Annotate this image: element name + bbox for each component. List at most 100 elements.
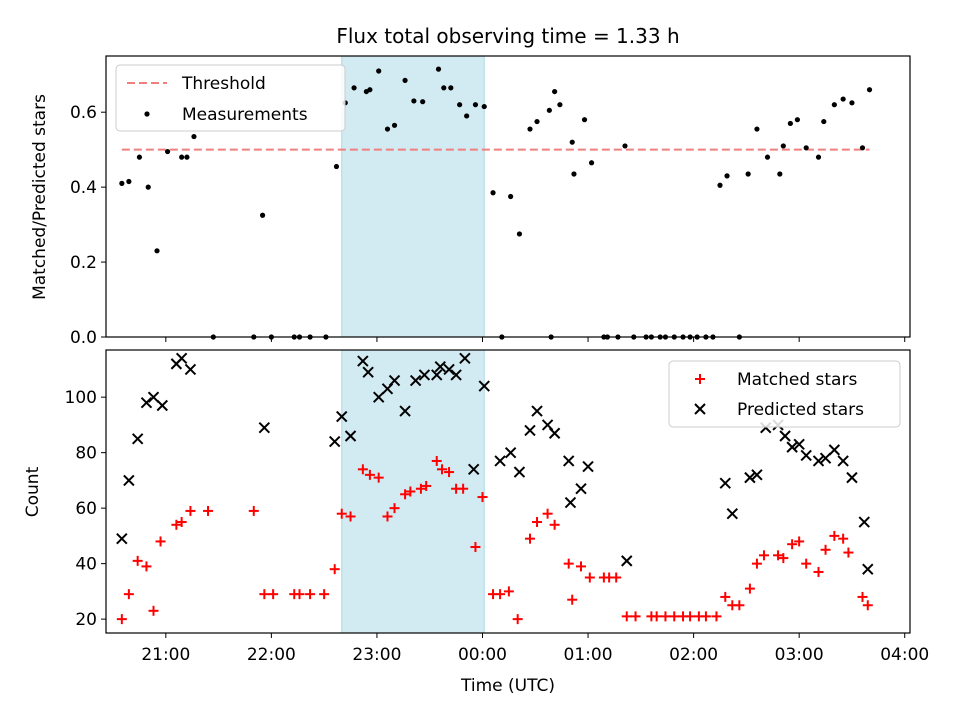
cross-stroke (258, 421, 271, 434)
measurement-point (179, 154, 185, 160)
matched-point (773, 550, 784, 561)
matched-point (305, 589, 316, 600)
x-tick-label: 22:00 (247, 645, 296, 665)
matched-point (364, 469, 375, 480)
measurement-point (191, 133, 197, 140)
x-tick-label: 03:00 (775, 645, 824, 665)
x-tick-label: 02:00 (669, 645, 718, 665)
cross-stroke (131, 433, 144, 445)
predicted-point (409, 374, 422, 387)
cross-stroke (800, 449, 812, 462)
predicted-point (431, 369, 443, 381)
cross-stroke (862, 563, 874, 575)
matched-point (477, 492, 488, 503)
matched-point (329, 564, 340, 575)
measurement-point (481, 103, 487, 110)
cross-stroke (837, 455, 849, 467)
measurement-point (569, 139, 575, 145)
predicted-point (175, 352, 188, 365)
predicted-point (800, 449, 812, 462)
legend-cross-marker (694, 403, 706, 415)
cross-stroke (156, 399, 169, 412)
matched-point (532, 517, 543, 528)
measurement-point (154, 248, 160, 254)
measurement-point (581, 117, 588, 123)
measurement-point (516, 231, 523, 237)
predicted-point (459, 352, 471, 365)
matched-point (141, 561, 152, 572)
cross-stroke (524, 424, 536, 437)
measurement-point (435, 66, 442, 72)
matched-point (563, 558, 574, 569)
matched-point (444, 467, 455, 478)
measurement-point (622, 143, 628, 149)
top-axes-frame (105, 55, 911, 338)
measurement-point (588, 160, 595, 166)
top-points (119, 66, 873, 340)
measurement-point (780, 143, 786, 149)
predicted-point (751, 469, 763, 481)
measurement-point (717, 182, 723, 188)
y-tick-label: 100 (65, 388, 97, 408)
cross-stroke (434, 360, 446, 373)
predicted-point (726, 507, 739, 520)
measurement-point (831, 102, 837, 108)
measurement-point (441, 85, 447, 91)
measurement-point (351, 85, 357, 91)
matched-point (549, 519, 560, 530)
matched-point (345, 511, 356, 522)
matched-point (843, 547, 854, 558)
matched-point (268, 589, 279, 600)
predicted-point (362, 366, 374, 378)
cross-stroke (582, 460, 594, 473)
predicted-point (258, 421, 271, 434)
cross-stroke (418, 369, 431, 381)
legend-plus-marker (695, 374, 705, 384)
cross-stroke (409, 374, 422, 387)
predicted-point (123, 474, 135, 487)
cross-stroke (719, 477, 731, 489)
predicted-point (184, 363, 197, 376)
measurement-point (119, 180, 125, 186)
matched-point (319, 589, 330, 600)
y-tick-label: 0.2 (70, 253, 97, 273)
top-shaded-interval (341, 55, 485, 338)
measurement-point (411, 98, 417, 104)
top-legend: Threshold Measurements (115, 64, 346, 132)
cross-stroke (175, 352, 188, 365)
predicted-point (504, 446, 517, 459)
cross-stroke (531, 405, 543, 417)
y-tick-label: 80 (75, 444, 97, 464)
matched-point (857, 591, 868, 602)
matched-point (382, 511, 393, 522)
cross-stroke (372, 391, 385, 403)
measurement-point (754, 126, 760, 132)
predicted-point (116, 532, 128, 545)
matched-point (389, 503, 400, 514)
measurement-point (376, 68, 382, 74)
cross-stroke (779, 430, 791, 442)
cross-stroke (467, 463, 480, 476)
cross-stroke (513, 466, 526, 478)
cross-stroke (819, 452, 832, 464)
measurement-point (508, 193, 514, 200)
legend-matched-label: Matched stars (737, 370, 857, 390)
predicted-point (372, 391, 385, 403)
matched-point (787, 539, 798, 550)
x-tick-label: 00:00 (458, 645, 507, 665)
cross-stroke (548, 427, 561, 439)
cross-stroke (362, 366, 374, 378)
x-tick-label: 23:00 (352, 645, 401, 665)
predicted-point (575, 483, 587, 495)
matched-point (524, 533, 535, 544)
bottom-y-axis-label: Count (23, 466, 43, 517)
cross-stroke (504, 446, 517, 459)
measurement-point (259, 212, 266, 218)
measurement-point (184, 154, 190, 160)
cross-stroke (116, 532, 128, 545)
bottom-x-ticks: 21:00 22:00 23:00 00:00 01:00 02:00 03:00 04:00 (141, 633, 929, 665)
predicted-point (156, 399, 169, 412)
matched-point (294, 589, 305, 600)
y-tick-label: 0.4 (70, 178, 97, 198)
matched-point (512, 614, 523, 625)
